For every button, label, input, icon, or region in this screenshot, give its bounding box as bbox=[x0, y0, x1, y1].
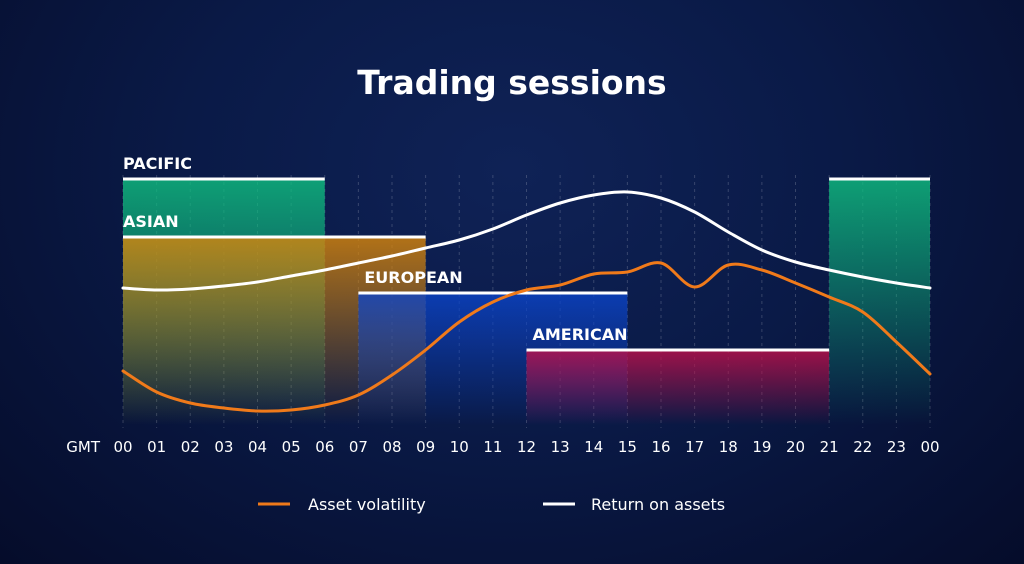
x-tick-label: 03 bbox=[214, 438, 233, 456]
x-tick-label: 10 bbox=[450, 438, 469, 456]
x-axis-label: GMT bbox=[66, 438, 101, 456]
x-tick-label: 07 bbox=[349, 438, 368, 456]
x-tick-label: 08 bbox=[382, 438, 401, 456]
series-line-asset-volatility bbox=[121, 261, 932, 413]
x-tick-label: 13 bbox=[551, 438, 570, 456]
x-tick-label: 21 bbox=[820, 438, 839, 456]
session-label-european: EUROPEAN bbox=[364, 268, 462, 287]
x-tick-label: 11 bbox=[483, 438, 502, 456]
x-tick-label: 16 bbox=[651, 438, 670, 456]
session-bar-american bbox=[526, 350, 830, 425]
x-tick-label: 05 bbox=[282, 438, 301, 456]
series-lines bbox=[121, 190, 932, 413]
series-line-return-on-assets bbox=[121, 190, 932, 292]
x-tick-label: 06 bbox=[315, 438, 334, 456]
x-tick-label: 04 bbox=[248, 438, 267, 456]
x-tick-label: 02 bbox=[181, 438, 200, 456]
session-label-pacific: PACIFIC bbox=[123, 154, 192, 173]
x-tick-label: 18 bbox=[719, 438, 738, 456]
x-tick-label: 23 bbox=[887, 438, 906, 456]
x-ticks: 00 01 02 03 04 05 06 07 08 09 10 11 12 13 14 15 16 17 18 19… bbox=[113, 438, 939, 456]
session-labels: PACIFIC ASIAN EUROPEAN AMERICAN bbox=[123, 154, 628, 344]
legend-label-volatility: Asset volatility bbox=[308, 495, 426, 514]
x-tick-label: 22 bbox=[853, 438, 872, 456]
x-tick-label: 19 bbox=[752, 438, 771, 456]
x-tick-label: 15 bbox=[618, 438, 637, 456]
legend-label-return: Return on assets bbox=[591, 495, 725, 514]
x-tick-label: 01 bbox=[147, 438, 166, 456]
session-bars bbox=[123, 177, 930, 425]
x-tick-label: 00 bbox=[920, 438, 939, 456]
session-label-american: AMERICAN bbox=[533, 325, 628, 344]
session-label-asian: ASIAN bbox=[123, 212, 179, 231]
x-tick-label: 00 bbox=[113, 438, 132, 456]
x-tick-label: 09 bbox=[416, 438, 435, 456]
x-tick-label: 12 bbox=[517, 438, 536, 456]
chart-title: Trading sessions bbox=[357, 63, 666, 102]
x-tick-label: 20 bbox=[786, 438, 805, 456]
x-tick-label: 14 bbox=[584, 438, 603, 456]
x-tick-label: 17 bbox=[685, 438, 704, 456]
legend: Asset volatility Return on assets bbox=[258, 495, 725, 514]
